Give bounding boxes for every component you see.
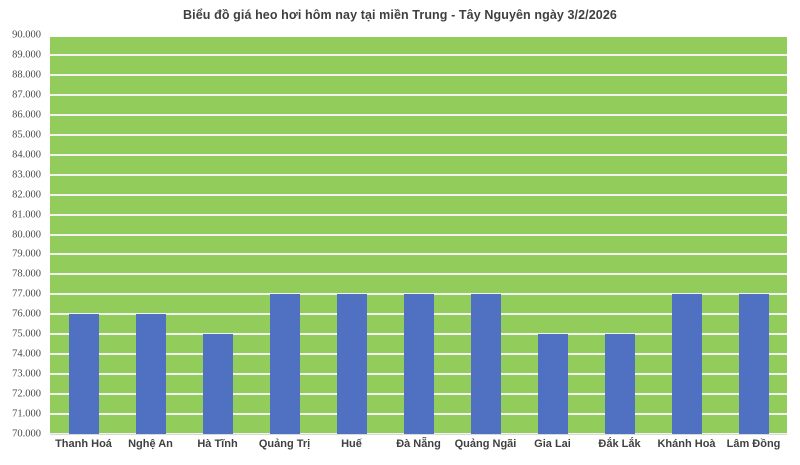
x-axis: Thanh Hoá Nghệ An Hà Tĩnh Quảng Trị Huế Đà Nẵ… <box>50 436 787 461</box>
y-axis-tick-label: 86.000 <box>12 109 41 121</box>
y-axis-tick-label: 82.000 <box>12 189 41 201</box>
y-axis-tick-label: 81.000 <box>12 209 41 221</box>
x-axis-tick-label: Thanh Hoá <box>55 438 112 450</box>
y-axis-tick-label: 79.000 <box>12 248 41 260</box>
gridline <box>50 253 787 256</box>
y-axis-tick-label: 70.000 <box>12 428 41 440</box>
y-axis-tick-label: 71.000 <box>12 408 41 420</box>
bar[interactable] <box>336 294 367 434</box>
y-axis-tick-label: 84.000 <box>12 149 41 161</box>
y-axis-tick-label: 90.000 <box>12 29 41 41</box>
gridline <box>50 133 787 136</box>
gridline <box>50 93 787 96</box>
gridline <box>50 153 787 156</box>
gridline <box>50 293 787 296</box>
bar[interactable] <box>604 334 635 434</box>
y-axis-tick-label: 88.000 <box>12 69 41 81</box>
gridline <box>50 273 787 276</box>
chart-title: Biểu đồ giá heo hơi hôm nay tại miền Tru… <box>183 8 617 22</box>
y-axis-tick-label: 78.000 <box>12 268 41 280</box>
x-axis-tick-label: Đắk Lắk <box>598 438 641 450</box>
x-axis-tick-label: Quảng Trị <box>258 438 311 450</box>
bars-layer <box>50 35 787 434</box>
x-axis-tick-label: Hà Tĩnh <box>197 438 238 450</box>
gridline <box>50 35 787 37</box>
y-axis-tick-label: 76.000 <box>12 308 41 320</box>
gridline <box>50 53 787 56</box>
gridline <box>50 173 787 176</box>
gridline <box>50 233 787 236</box>
x-axis-tick-label: Nghệ An <box>128 438 173 450</box>
y-axis-tick-label: 83.000 <box>12 169 41 181</box>
axis-baseline <box>50 434 787 435</box>
bar[interactable] <box>537 334 568 434</box>
bar[interactable] <box>470 294 501 434</box>
y-axis-tick-label: 87.000 <box>12 89 41 101</box>
bar[interactable] <box>202 334 233 434</box>
bar[interactable] <box>269 294 300 434</box>
x-axis-tick-label: Quảng Ngãi <box>454 438 517 450</box>
y-axis-tick-label: 85.000 <box>12 129 41 141</box>
y-axis-tick-label: 75.000 <box>12 328 41 340</box>
gridline <box>50 113 787 116</box>
gridline <box>50 193 787 196</box>
y-axis-tick-label: 73.000 <box>12 368 41 380</box>
y-axis-tick-label: 72.000 <box>12 388 41 400</box>
plot-area <box>50 35 787 434</box>
bar[interactable] <box>68 314 99 434</box>
gridline <box>50 73 787 76</box>
bar[interactable] <box>671 294 702 434</box>
y-axis: 90.000 89.000 88.000 87.000 86.000 85.000 84.0… <box>0 30 46 440</box>
x-axis-tick-label: Lâm Đồng <box>726 438 781 450</box>
y-axis-tick-label: 74.000 <box>12 348 41 360</box>
x-axis-tick-label: Khánh Hoà <box>657 438 716 450</box>
bar[interactable] <box>738 294 769 434</box>
y-axis-tick-label: 77.000 <box>12 288 41 300</box>
y-axis-tick-label: 80.000 <box>12 229 41 240</box>
x-axis-tick-label: Đà Nẵng <box>396 438 441 450</box>
bar[interactable] <box>135 314 166 434</box>
y-axis-tick-label: 89.000 <box>12 49 41 61</box>
x-axis-tick-label: Gia Lai <box>534 438 571 450</box>
x-axis-tick-label: Huế <box>341 438 362 450</box>
gridline <box>50 213 787 216</box>
bar[interactable] <box>403 294 434 434</box>
